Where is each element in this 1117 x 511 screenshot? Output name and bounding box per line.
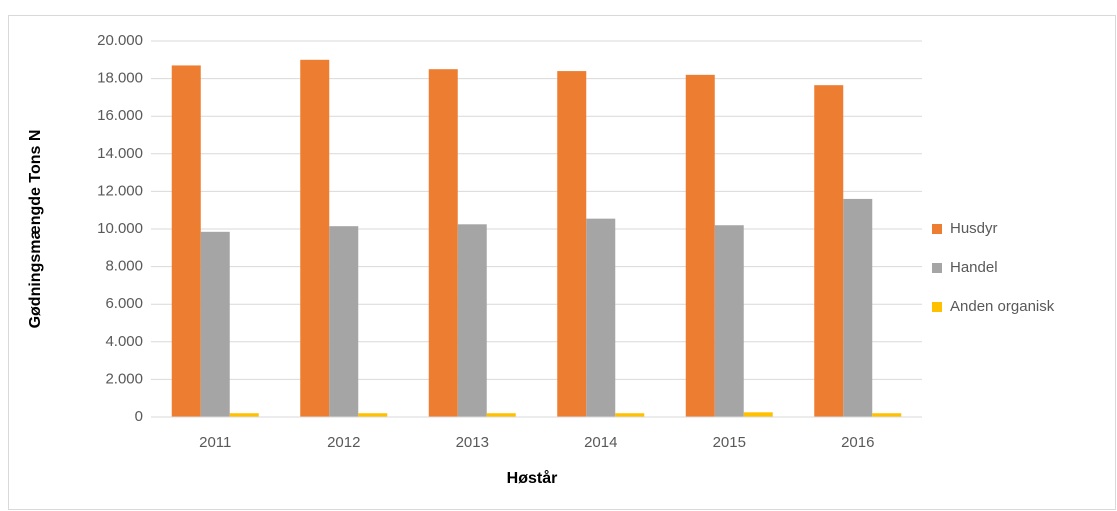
y-tick-label: 12.000: [97, 182, 143, 199]
bar: [486, 413, 516, 417]
x-tick-label: 2015: [713, 434, 746, 451]
bar: [428, 69, 458, 417]
legend-swatch: [932, 224, 942, 234]
bar: [814, 85, 844, 418]
x-tick-label: 2014: [584, 434, 617, 451]
bar: [300, 59, 330, 418]
y-tick-label: 0: [135, 408, 143, 425]
bar: [329, 226, 359, 417]
y-tick-label: 6.000: [105, 295, 143, 312]
x-tick-label: 2013: [456, 434, 489, 451]
y-axis-title: Gødningsmængde Tons N: [27, 130, 44, 329]
x-tick-label: 2011: [199, 434, 231, 451]
bar: [171, 65, 201, 417]
x-tick-label: 2016: [841, 434, 874, 451]
bar: [586, 218, 616, 417]
bar: [229, 413, 259, 417]
legend-swatch: [932, 263, 942, 273]
bar: [743, 412, 773, 417]
legend-label: Husdyr: [950, 220, 998, 237]
bar: [843, 198, 873, 417]
y-tick-label: 2.000: [105, 370, 143, 387]
bar: [557, 71, 587, 417]
y-tick-label: 14.000: [97, 145, 143, 162]
legend-label: Anden organisk: [950, 298, 1055, 315]
y-tick-label: 20.000: [97, 32, 143, 49]
bar: [685, 74, 715, 417]
legend-label: Handel: [950, 259, 998, 276]
bar: [200, 231, 230, 417]
y-tick-label: 18.000: [97, 70, 143, 87]
bar: [872, 413, 902, 417]
bar: [358, 413, 388, 417]
x-tick-label: 2012: [327, 434, 360, 451]
y-tick-label: 10.000: [97, 220, 143, 237]
bar: [714, 225, 744, 417]
x-axis-title: Høstår: [507, 469, 558, 487]
bar: [615, 413, 645, 417]
y-tick-label: 16.000: [97, 107, 143, 124]
y-tick-label: 8.000: [105, 258, 143, 275]
legend-swatch: [932, 302, 942, 312]
bar: [457, 224, 487, 417]
y-tick-label: 4.000: [105, 333, 143, 350]
